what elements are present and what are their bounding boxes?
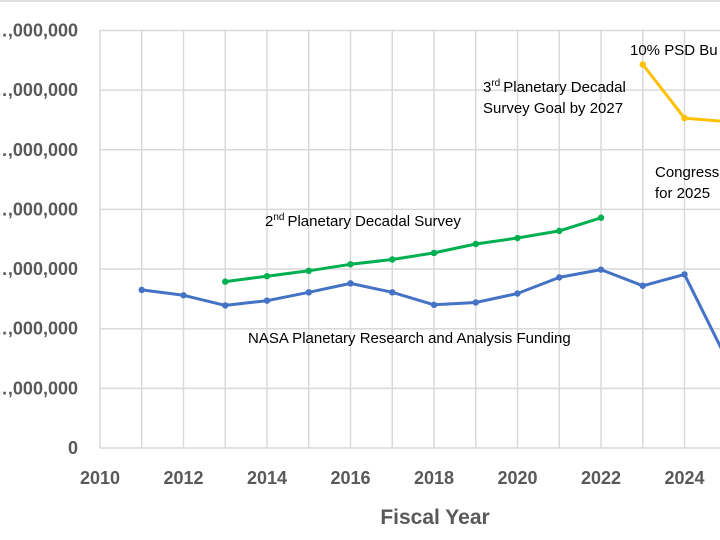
x-tick-label: 2024 bbox=[664, 468, 704, 488]
x-tick-label: 2010 bbox=[80, 468, 120, 488]
decadal-3-annotation-line2: Survey Goal by 2027 bbox=[483, 100, 623, 117]
data-point bbox=[347, 280, 354, 287]
data-point bbox=[597, 214, 605, 221]
y-tick-label: …,000,000 bbox=[0, 259, 78, 279]
data-point bbox=[263, 297, 271, 304]
data-point bbox=[639, 61, 646, 68]
decadal-3-annotation-line1: 3rd Planetary Decadal bbox=[483, 78, 626, 96]
data-point bbox=[180, 292, 187, 299]
gridlines bbox=[99, 29, 720, 449]
x-tick-label: 2014 bbox=[247, 468, 287, 488]
congress-annotation-line1: Congress bbox=[655, 164, 719, 181]
x-tick-label: 2018 bbox=[414, 468, 454, 488]
data-point bbox=[222, 302, 229, 309]
data-point bbox=[556, 227, 563, 235]
data-point bbox=[347, 261, 354, 268]
y-tick-label: …,000,000 bbox=[0, 140, 78, 160]
x-axis-title: Fiscal Year bbox=[380, 506, 489, 529]
y-tick-label: 0 bbox=[68, 438, 78, 458]
series-line-decadal-2 bbox=[225, 216, 602, 284]
series-line-decadal-3 bbox=[641, 63, 720, 123]
congress-annotation-line2: for 2025 bbox=[655, 185, 710, 202]
y-tick-labels: 0 …,000,000 …,000,000 …,000,000 …,000,000 …,0… bbox=[0, 20, 78, 458]
y-tick-label: …,000,000 bbox=[0, 20, 78, 40]
data-point bbox=[263, 273, 271, 280]
data-point bbox=[597, 266, 605, 273]
data-point bbox=[472, 240, 479, 248]
data-point bbox=[138, 286, 145, 294]
data-point bbox=[222, 278, 229, 285]
data-point bbox=[472, 299, 479, 306]
y-tick-label: …,000,000 bbox=[0, 378, 78, 398]
x-tick-label: 2020 bbox=[497, 468, 537, 488]
data-point bbox=[389, 256, 396, 263]
x-tick-labels: 2010 2012 2014 2016 2018 2020 2022 2024 bbox=[80, 468, 705, 488]
x-tick-label: 2012 bbox=[163, 468, 203, 488]
data-point bbox=[430, 249, 438, 257]
y-tick-label: …,000,000 bbox=[0, 80, 78, 100]
data-point bbox=[305, 289, 312, 296]
y-tick-label: …,000,000 bbox=[0, 199, 78, 219]
data-point bbox=[681, 114, 688, 122]
data-point bbox=[681, 271, 688, 278]
y-tick-label: …,000,000 bbox=[0, 319, 78, 339]
research-annotation: NASA Planetary Research and Analysis Fun… bbox=[248, 330, 571, 347]
data-point bbox=[430, 301, 438, 309]
series-lines bbox=[138, 61, 720, 350]
data-point bbox=[639, 282, 646, 289]
psd-budget-annotation: 10% PSD Bu bbox=[630, 42, 718, 59]
data-point bbox=[389, 289, 396, 296]
data-point bbox=[556, 274, 563, 281]
data-point bbox=[305, 267, 312, 275]
data-point bbox=[514, 290, 521, 297]
decadal-2-annotation: 2nd Planetary Decadal Survey bbox=[265, 212, 461, 230]
x-tick-label: 2022 bbox=[581, 468, 621, 488]
x-tick-label: 2016 bbox=[330, 468, 370, 488]
data-point bbox=[514, 234, 521, 242]
